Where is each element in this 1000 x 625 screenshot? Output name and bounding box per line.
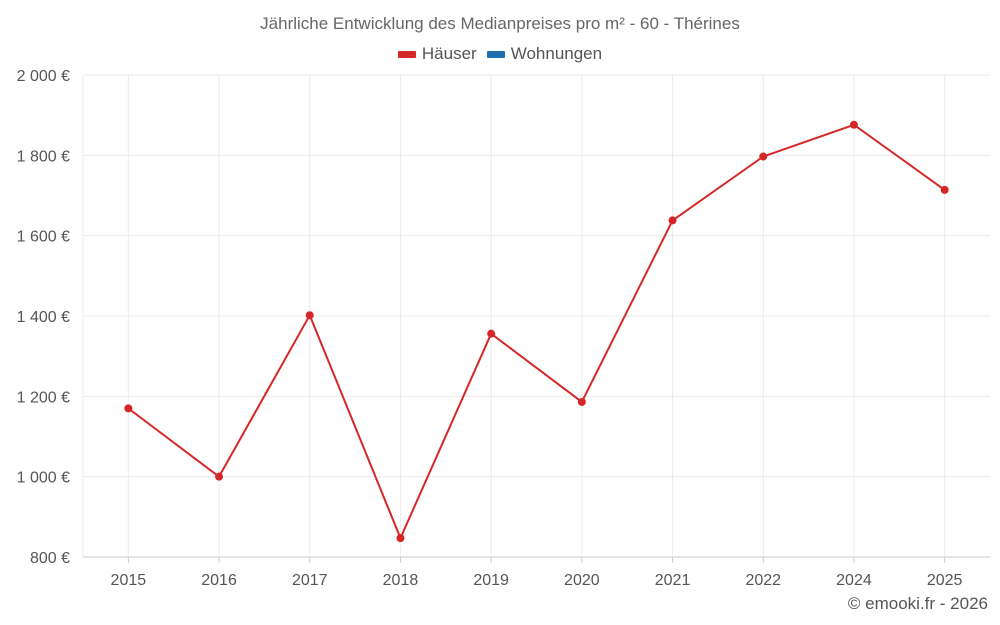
legend-swatch-houses: [397, 50, 416, 58]
y-tick-label: 1 800 €: [17, 148, 70, 165]
x-tick-label: 2024: [836, 572, 872, 589]
data-point: [396, 534, 405, 543]
x-tick-label: 2015: [111, 572, 147, 589]
x-tick-label: 2021: [655, 572, 691, 589]
data-point: [215, 472, 224, 481]
data-point: [940, 185, 949, 194]
legend: Häuser Wohnungen: [0, 44, 1000, 64]
x-tick-label: 2025: [927, 572, 963, 589]
x-tick-label: 2022: [745, 572, 781, 589]
x-tick-label: 2018: [383, 572, 419, 589]
data-point: [668, 216, 677, 225]
legend-swatch-apartments: [486, 50, 505, 58]
y-tick-label: 1 200 €: [17, 389, 70, 406]
y-tick-label: 1 600 €: [17, 229, 70, 246]
x-tick-label: 2017: [292, 572, 328, 589]
legend-item-apartments[interactable]: Wohnungen: [486, 44, 603, 64]
x-tick-label: 2016: [201, 572, 237, 589]
x-tick-label: 2020: [564, 572, 600, 589]
data-point: [849, 120, 858, 129]
credit-text: © emooki.fr - 2026: [847, 594, 988, 613]
y-tick-label: 1 000 €: [17, 470, 70, 487]
y-tick-label: 1 400 €: [17, 309, 70, 326]
x-tick-label: 2019: [473, 572, 509, 589]
legend-item-houses[interactable]: Häuser: [397, 44, 477, 64]
y-tick-label: 2 000 €: [17, 68, 70, 85]
data-point: [305, 311, 314, 320]
data-point: [759, 152, 768, 161]
chart-title: Jährliche Entwicklung des Medianpreises …: [260, 14, 740, 33]
data-point: [124, 404, 133, 413]
series-line: [127, 123, 946, 540]
data-point: [487, 329, 496, 338]
data-point: [577, 397, 586, 406]
y-tick-label: 800 €: [30, 550, 70, 567]
legend-label-houses: Häuser: [421, 44, 477, 63]
legend-label-apartments: Wohnungen: [510, 44, 603, 63]
